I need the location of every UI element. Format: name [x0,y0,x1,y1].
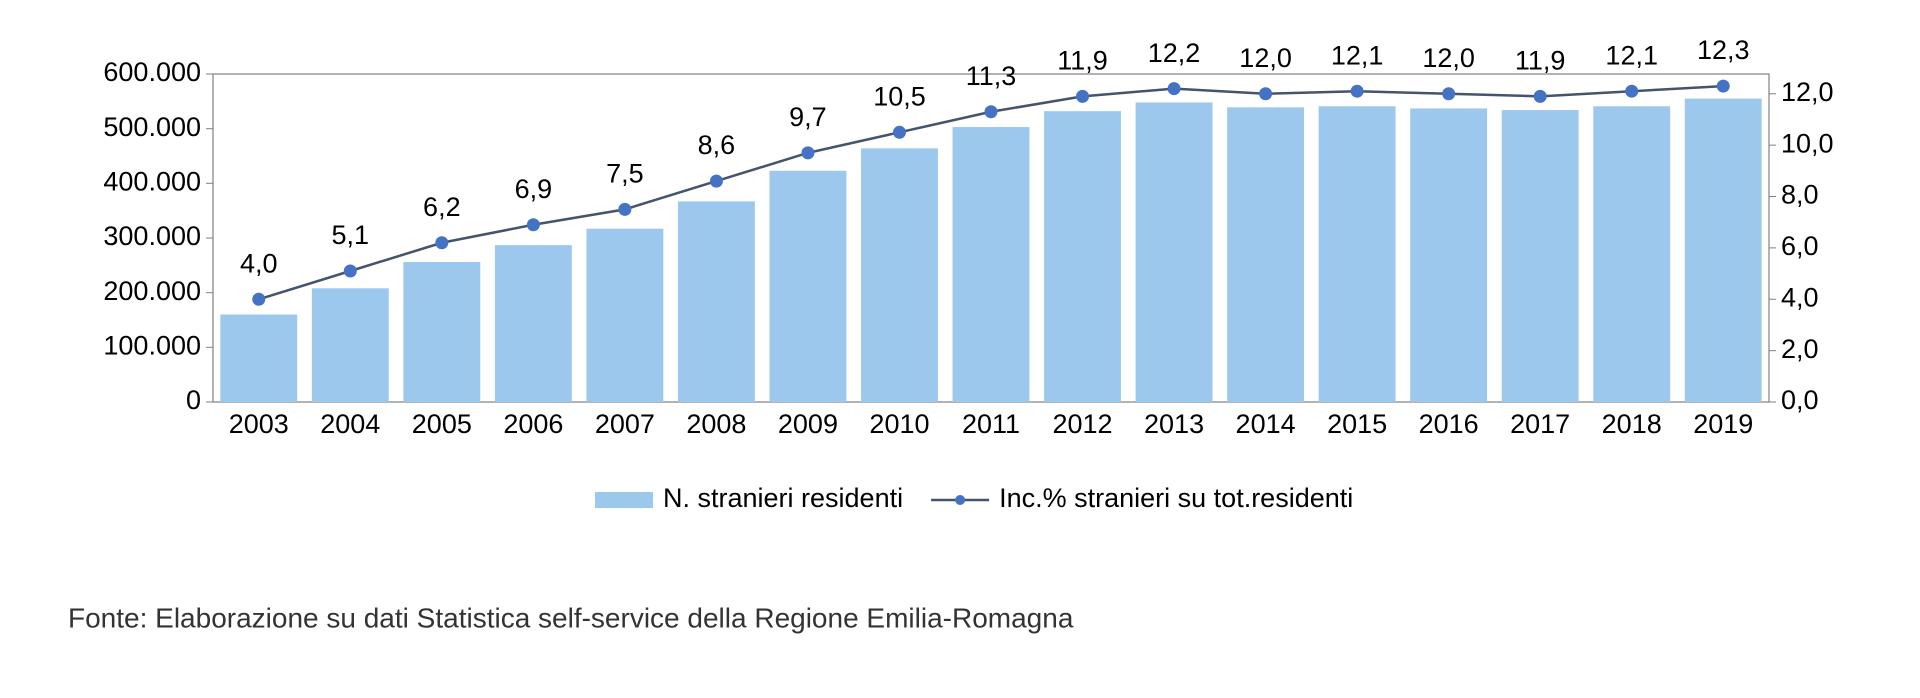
x-tick-label: 2004 [320,409,380,439]
data-label: 8,6 [698,130,736,160]
line-marker [1259,87,1273,101]
x-tick-label: 2006 [503,409,563,439]
data-label: 11,9 [1515,45,1566,75]
bar [403,262,481,402]
x-tick-label: 2010 [869,409,929,439]
data-label: 12,3 [1697,35,1750,65]
bar [1318,106,1396,403]
data-label: 12,1 [1331,40,1384,70]
bar [952,127,1030,402]
x-tick-label: 2019 [1693,409,1753,439]
bar [1135,102,1213,402]
line-marker [1167,82,1181,96]
x-tick-label: 2011 [962,409,1020,439]
data-label: 11,9 [1057,45,1108,75]
legend-label: N. stranieri residenti [663,483,903,513]
line-marker [801,146,815,160]
line-marker [1442,87,1456,101]
bar [1227,107,1305,402]
bar [769,170,847,402]
bar [494,245,572,402]
legend-swatch [595,492,653,508]
y-tick-label: 500.000 [103,112,201,142]
x-tick-label: 2017 [1510,409,1570,439]
y-tick-label: 600.000 [103,57,201,87]
bar [1410,108,1488,402]
bar [861,148,938,402]
x-tick-label: 2007 [595,409,655,439]
line-marker [1350,84,1364,98]
line-marker [435,236,449,250]
x-tick-label: 2018 [1602,409,1662,439]
bar [1501,110,1579,402]
line-marker [1625,84,1639,98]
bar [1044,111,1121,402]
data-label: 7,5 [606,158,644,188]
line-marker [343,264,357,278]
bar [311,288,389,402]
y-tick-label: 400.000 [103,166,201,196]
legend-swatch-marker [955,495,966,505]
y2-tick-label: 6,0 [1781,231,1819,261]
x-tick-label: 2014 [1236,409,1296,439]
bar [677,201,755,402]
line-marker [526,218,540,232]
x-tick-label: 2012 [1052,409,1112,439]
bar [1684,98,1762,402]
data-label: 5,1 [332,220,370,250]
y-tick-label: 0 [186,385,201,415]
y2-tick-label: 12,0 [1781,77,1834,107]
y2-tick-label: 2,0 [1781,334,1819,364]
data-label: 11,3 [966,61,1017,91]
bar [586,228,664,402]
x-tick-label: 2005 [412,409,472,439]
x-tick-label: 2013 [1144,409,1204,439]
x-tick-label: 2015 [1327,409,1387,439]
x-tick-label: 2016 [1419,409,1479,439]
data-label: 4,0 [240,248,278,278]
line-marker [252,292,266,306]
line-marker [1533,89,1547,103]
y2-tick-label: 0,0 [1781,385,1819,415]
data-label: 10,5 [873,81,926,111]
source-note: Fonte: Elaborazione su dati Statistica s… [68,602,1074,633]
x-tick-label: 2008 [686,409,746,439]
line-marker [709,174,723,188]
line-marker [1716,79,1730,93]
legend-label: Inc.% stranieri su tot.residenti [999,483,1353,513]
line-marker [892,125,906,139]
line-marker [618,202,632,216]
data-label: 12,1 [1605,40,1658,70]
data-label: 6,2 [423,192,461,222]
line-marker [984,105,998,119]
data-label: 12,2 [1148,38,1201,68]
y-tick-label: 200.000 [103,276,201,306]
data-label: 9,7 [789,102,827,132]
bar [220,314,298,402]
y-tick-label: 300.000 [103,221,201,251]
data-label: 6,9 [515,174,553,204]
data-label: 12,0 [1422,43,1475,73]
y2-tick-label: 4,0 [1781,282,1819,312]
x-tick-label: 2003 [229,409,289,439]
y2-tick-label: 10,0 [1781,128,1834,158]
y2-tick-label: 8,0 [1781,180,1819,210]
line-marker [1076,89,1090,103]
y-tick-label: 100.000 [103,330,201,360]
data-label: 12,0 [1239,43,1292,73]
bar [1593,106,1671,403]
x-tick-label: 2009 [778,409,838,439]
